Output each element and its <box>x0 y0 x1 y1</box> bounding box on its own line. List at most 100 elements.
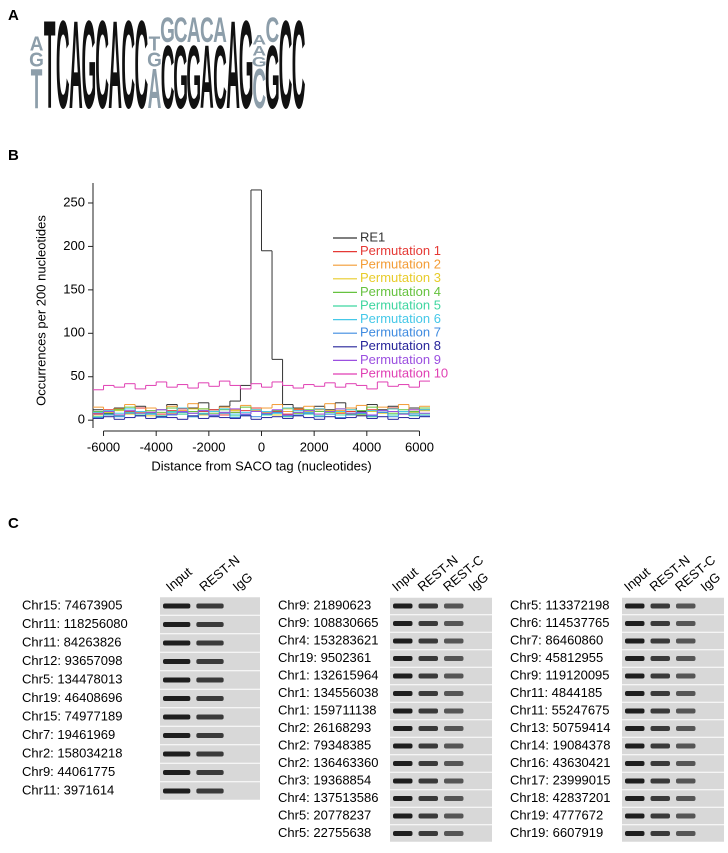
gel-band <box>196 751 224 757</box>
gel-band <box>393 691 413 696</box>
gel-lane <box>390 667 492 685</box>
logo-letter: C <box>95 0 109 135</box>
gel-band <box>418 673 438 679</box>
row-label: Chr4: 153283621 <box>278 632 378 647</box>
gel-band <box>444 813 464 819</box>
row-label: Chr1: 134556038 <box>278 685 378 700</box>
gel-lane <box>622 597 724 615</box>
logo-letter: C <box>174 11 188 50</box>
gel-lane <box>622 772 724 790</box>
row-label: Chr12: 93657098 <box>22 653 122 668</box>
y-tick-label: 50 <box>71 368 85 383</box>
gel-band <box>625 621 645 626</box>
gel-band <box>676 831 696 836</box>
gel-band <box>196 677 224 683</box>
gel-band <box>625 638 645 644</box>
gel-band <box>196 733 224 738</box>
gel-lane <box>622 615 724 632</box>
gel-lane <box>390 825 492 842</box>
gel-band <box>650 796 670 801</box>
logo-letter: G <box>147 49 162 72</box>
logo-letter: G <box>173 26 188 127</box>
gel-lane <box>622 755 724 772</box>
gel-band <box>625 778 645 784</box>
legend-label: Permutation 6 <box>360 311 441 326</box>
gel-band <box>163 714 191 720</box>
logo-letter: A <box>148 57 162 120</box>
column-header: Input <box>389 564 421 594</box>
gel-band <box>650 708 670 714</box>
gel-band <box>418 778 438 784</box>
x-tick-label: -4000 <box>140 439 173 454</box>
gel-band <box>196 659 224 664</box>
gel-band <box>444 621 464 626</box>
gel-lane <box>390 615 492 632</box>
gel-band <box>676 691 696 696</box>
gel-lane <box>622 825 724 842</box>
gel-band <box>444 761 464 766</box>
gel-band <box>163 788 191 794</box>
row-label: Chr18: 42837201 <box>510 790 610 805</box>
gel-band <box>196 696 224 701</box>
gel-band <box>444 603 464 609</box>
row-label: Chr5: 113372198 <box>510 597 610 612</box>
gel-band <box>650 638 670 644</box>
row-label: Chr19: 4777672 <box>510 807 603 822</box>
gel-band <box>418 743 438 749</box>
gel-band <box>444 743 464 749</box>
gel-band <box>163 696 191 701</box>
y-tick-label: 0 <box>78 412 85 427</box>
column-header: IgG <box>230 569 256 594</box>
gel-band <box>625 761 645 766</box>
gel-lane <box>622 702 724 720</box>
row-label: Chr9: 45812955 <box>510 650 603 665</box>
row-label: Chr13: 50759414 <box>510 720 610 735</box>
row-label: Chr15: 74977189 <box>22 708 122 723</box>
row-label: Chr11: 3971614 <box>22 782 114 797</box>
logo-letter: A <box>226 0 240 135</box>
logo-letter: A <box>213 11 227 50</box>
column-header: Input <box>621 564 653 594</box>
gel-lane <box>622 667 724 685</box>
gel-band <box>393 603 413 609</box>
gel-band <box>676 726 696 731</box>
gel-band <box>418 813 438 819</box>
row-label: Chr2: 26168293 <box>278 720 371 735</box>
gel-band <box>650 603 670 609</box>
gel-band <box>650 761 670 766</box>
gel-band <box>444 656 464 661</box>
legend-label: Permutation 7 <box>360 325 441 340</box>
gel-lane <box>622 650 724 667</box>
gel-band <box>418 831 438 836</box>
logo-letter: C <box>134 0 148 135</box>
logo-letter: A <box>69 0 83 135</box>
legend-label: Permutation 2 <box>360 257 441 272</box>
legend-label: Permutation 4 <box>360 284 441 299</box>
gel-band <box>625 603 645 609</box>
logo-letter: A <box>252 32 266 48</box>
gel-band <box>676 743 696 749</box>
row-label: Chr1: 159711138 <box>278 702 377 717</box>
row-label: Chr7: 19461969 <box>22 727 115 742</box>
x-tick-label: 4000 <box>352 439 381 454</box>
gel-band <box>196 714 224 720</box>
gel-band <box>625 673 645 679</box>
logo-letter: C <box>292 0 306 135</box>
logo-letter: A <box>108 0 122 135</box>
logo-letter: G <box>29 49 44 72</box>
gel-lane <box>390 632 492 650</box>
gel-band <box>676 673 696 679</box>
y-tick-label: 250 <box>63 194 85 209</box>
row-label: Chr5: 20778237 <box>278 807 371 822</box>
gel-lane <box>390 772 492 790</box>
gel-band <box>418 761 438 766</box>
gel-band <box>393 673 413 679</box>
logo-letter: C <box>200 11 214 50</box>
gel-band <box>393 813 413 819</box>
gel-band <box>650 813 670 819</box>
gel-lane <box>390 685 492 702</box>
row-label: Chr11: 84263826 <box>22 634 122 649</box>
gel-band <box>163 659 191 664</box>
gel-lane <box>390 807 492 825</box>
logo-letter: A <box>30 33 44 56</box>
